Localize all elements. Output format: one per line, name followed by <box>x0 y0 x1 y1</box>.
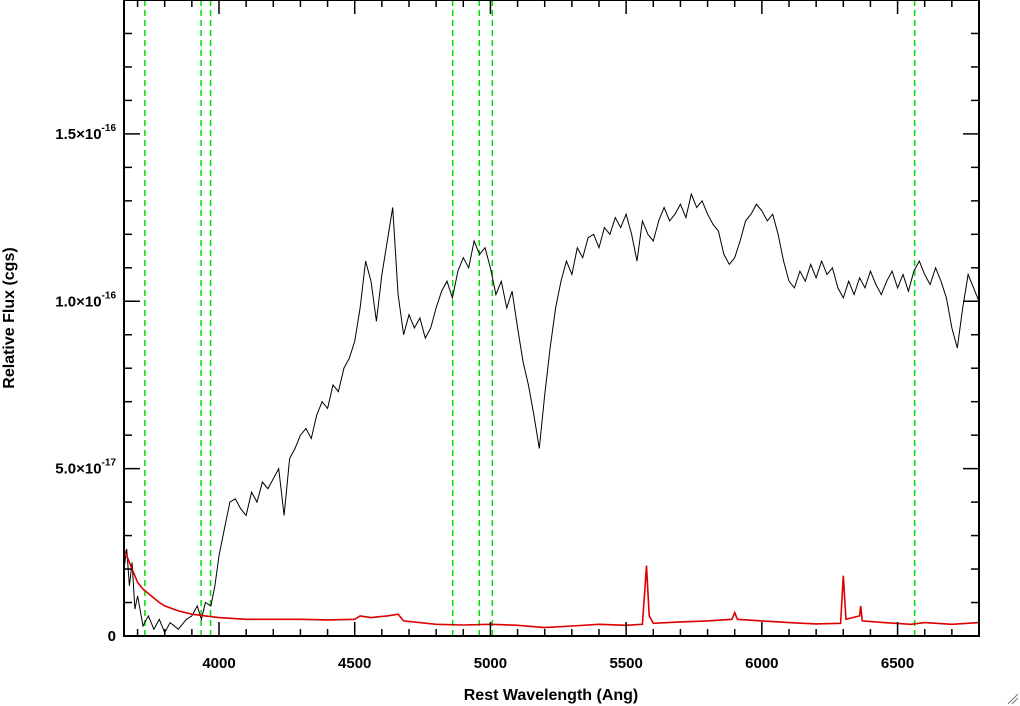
y-tick-label: 0 <box>108 628 116 645</box>
y-axis: 0 5.0×10-17 1.0×10-16 1.5×10-16 <box>55 0 979 645</box>
x-tick-label: 4500 <box>338 655 371 672</box>
series-line-0 <box>124 192 979 634</box>
x-axis-title: Rest Wavelength (Ang) <box>464 687 639 704</box>
y-axis-title: Relative Flux (cgs) <box>1 247 18 388</box>
resize-grip-icon[interactable] <box>1007 693 1019 705</box>
x-tick-label: 6500 <box>881 655 914 672</box>
reference-lines <box>144 0 916 636</box>
x-axis: 4000 4500 5000 5500 6000 6500 <box>136 0 980 672</box>
y-tick-label: 5.0×10-17 <box>55 458 116 478</box>
y-tick-label: 1.5×10-16 <box>55 123 116 143</box>
y-tick-label: 1.0×10-16 <box>55 290 116 310</box>
series-line-1 <box>124 548 979 629</box>
x-tick-label: 5000 <box>474 655 507 672</box>
x-tick-label: 5500 <box>609 655 642 672</box>
series-layer <box>124 192 979 634</box>
x-tick-label: 4000 <box>202 655 235 672</box>
plot-frame <box>123 0 980 637</box>
x-tick-label: 6000 <box>745 655 778 672</box>
